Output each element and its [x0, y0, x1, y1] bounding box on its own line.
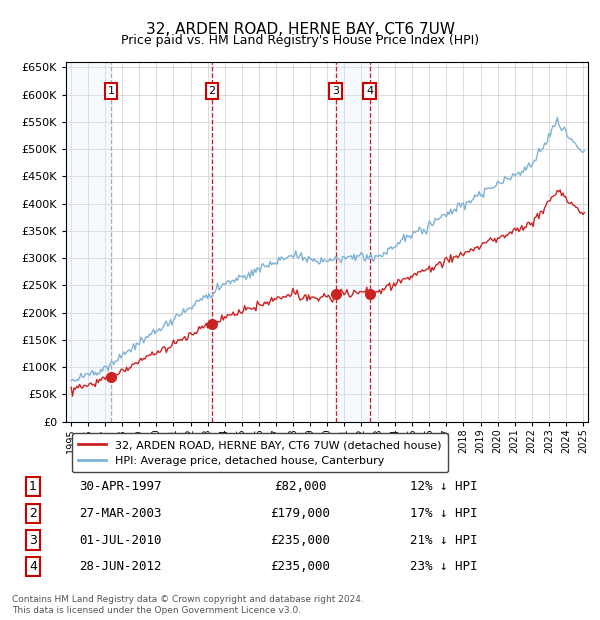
Text: 1: 1 — [29, 480, 37, 493]
Bar — [210, 62, 214, 422]
Text: 4: 4 — [29, 560, 37, 573]
Text: 3: 3 — [332, 86, 339, 95]
Text: £235,000: £235,000 — [270, 534, 330, 546]
Text: 28-JUN-2012: 28-JUN-2012 — [79, 560, 161, 573]
Bar — [66, 62, 113, 422]
Text: This data is licensed under the Open Government Licence v3.0.: This data is licensed under the Open Gov… — [12, 606, 301, 615]
Text: 4: 4 — [366, 86, 373, 95]
Text: 12% ↓ HPI: 12% ↓ HPI — [410, 480, 478, 493]
Text: 2: 2 — [29, 507, 37, 520]
Text: £179,000: £179,000 — [270, 507, 330, 520]
Text: 01-JUL-2010: 01-JUL-2010 — [79, 534, 161, 546]
Text: 21% ↓ HPI: 21% ↓ HPI — [410, 534, 478, 546]
Text: 3: 3 — [29, 534, 37, 546]
Legend: 32, ARDEN ROAD, HERNE BAY, CT6 7UW (detached house), HPI: Average price, detache: 32, ARDEN ROAD, HERNE BAY, CT6 7UW (deta… — [71, 433, 448, 472]
Text: £82,000: £82,000 — [274, 480, 326, 493]
Text: Contains HM Land Registry data © Crown copyright and database right 2024.: Contains HM Land Registry data © Crown c… — [12, 595, 364, 604]
Text: Price paid vs. HM Land Registry's House Price Index (HPI): Price paid vs. HM Land Registry's House … — [121, 34, 479, 47]
Text: 27-MAR-2003: 27-MAR-2003 — [79, 507, 161, 520]
Text: 32, ARDEN ROAD, HERNE BAY, CT6 7UW: 32, ARDEN ROAD, HERNE BAY, CT6 7UW — [146, 22, 455, 37]
Bar — [334, 62, 373, 422]
Text: 23% ↓ HPI: 23% ↓ HPI — [410, 560, 478, 573]
Text: 2: 2 — [208, 86, 215, 95]
Text: 17% ↓ HPI: 17% ↓ HPI — [410, 507, 478, 520]
Text: 1: 1 — [107, 86, 115, 95]
Text: 30-APR-1997: 30-APR-1997 — [79, 480, 161, 493]
Text: £235,000: £235,000 — [270, 560, 330, 573]
